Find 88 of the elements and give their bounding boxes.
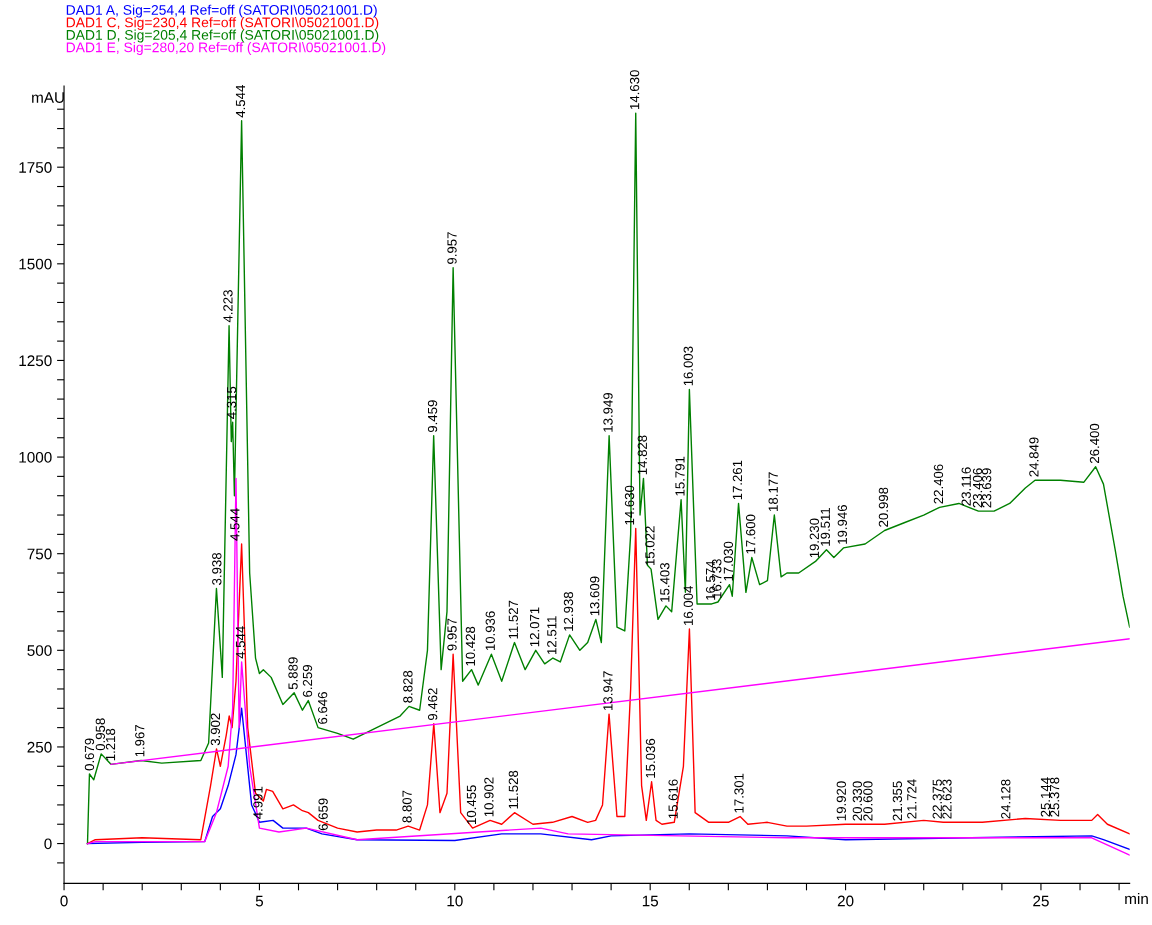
y-tick-label: 1000 xyxy=(19,451,52,463)
annotation: 25.144 xyxy=(1040,777,1051,817)
annotation: 12.938 xyxy=(563,591,574,631)
x-tick-label: 10 xyxy=(447,895,463,907)
y-tick-label: 750 xyxy=(27,548,52,560)
annotation: 18.177 xyxy=(768,472,778,511)
annotation: 13.949 xyxy=(603,392,613,432)
annotation: 9.459 xyxy=(427,400,438,433)
annotation: 10.428 xyxy=(465,626,476,666)
annotation: 13.947 xyxy=(603,671,613,710)
annotation: 6.259 xyxy=(302,665,313,697)
y-tick-label: 1500 xyxy=(19,258,52,270)
x-tick-label: 0 xyxy=(60,895,68,907)
annotation: 6.646 xyxy=(317,692,328,724)
annotation: 10.936 xyxy=(485,611,495,651)
annotation: 14.630 xyxy=(629,70,640,109)
annotation: 15.036 xyxy=(645,738,656,778)
annotation: 17.030 xyxy=(723,541,734,581)
annotation: 4.544 xyxy=(235,626,246,659)
x-tick-label: 25 xyxy=(1033,895,1049,907)
y-tick-label: 500 xyxy=(27,645,52,656)
annotation: 15.022 xyxy=(645,526,655,566)
annotation: 3.938 xyxy=(212,552,222,585)
annotation: 19.920 xyxy=(836,781,846,821)
text: DAD1 D, Sig=205,4 Ref=off (SATORI\05021001.D) xyxy=(66,29,379,43)
annotation: 17.301 xyxy=(734,773,744,813)
x-axis-title: min xyxy=(1125,892,1148,905)
annotation: 6.659 xyxy=(318,798,328,831)
annotation: 17.600 xyxy=(745,514,756,554)
annotation: 14.630 xyxy=(624,485,635,525)
x-tick-label: 15 xyxy=(642,895,659,907)
x-tick-label: 5 xyxy=(255,895,264,907)
annotation: 1.967 xyxy=(135,725,145,757)
y-tick-label: 250 xyxy=(27,741,52,753)
annotation: 15.403 xyxy=(660,563,670,602)
annotation: 24.128 xyxy=(1001,779,1011,819)
annotation: 3.902 xyxy=(210,713,221,746)
annotation: 9.957 xyxy=(447,232,457,264)
annotation: 22.375 xyxy=(932,779,942,819)
annotation: 24.849 xyxy=(1029,437,1039,477)
text: DAD1 A, Sig=254,4 Ref=off (SATORI\05021001.D) xyxy=(66,4,377,18)
annotation: 10.902 xyxy=(484,777,494,817)
y-tick-label: 1750 xyxy=(19,162,52,173)
annotation: 23.639 xyxy=(981,468,992,508)
annotation: 25.378 xyxy=(1049,777,1060,817)
annotation: 19.511 xyxy=(820,507,830,546)
annotation: 22.623 xyxy=(942,779,952,819)
annotation: 8.828 xyxy=(403,670,413,703)
annotation: 4.991 xyxy=(253,786,263,819)
annotation: 4.223 xyxy=(223,290,233,323)
annotation: 26.400 xyxy=(1089,423,1100,463)
annotation: 12.071 xyxy=(529,607,540,647)
annotation: 20.330 xyxy=(852,781,863,821)
annotation: 10.455 xyxy=(466,785,477,825)
annotation: 15.616 xyxy=(668,779,678,819)
annotation: 12.511 xyxy=(547,616,557,654)
annotation: 5.889 xyxy=(288,657,298,690)
x-tick-label: 20 xyxy=(837,895,854,907)
annotation: 17.261 xyxy=(732,460,743,500)
annotation: 23.116 xyxy=(961,467,971,506)
y-axis-title: mAU xyxy=(32,92,64,103)
annotation: 4.544 xyxy=(235,85,246,118)
annotation: 9.957 xyxy=(447,618,457,651)
annotation: 22.406 xyxy=(933,464,944,504)
annotation: 0.958 xyxy=(95,718,106,751)
annotation: 19.230 xyxy=(809,518,820,558)
annotation: 8.807 xyxy=(402,790,412,823)
y-tick-label: 1250 xyxy=(19,355,52,367)
annotation: 0.679 xyxy=(84,738,95,771)
annotation: 21.724 xyxy=(907,779,917,819)
annotation: 20.600 xyxy=(863,781,873,821)
annotation: 19.946 xyxy=(837,505,847,544)
annotation: 16.004 xyxy=(683,586,693,625)
annotation: 4.544 xyxy=(230,508,240,541)
annotation: 4.315 xyxy=(226,386,237,419)
text: DAD1 E, Sig=280,20 Ref=off (SATORI\05021001.D) xyxy=(66,42,386,56)
y-tick-label: 0 xyxy=(44,838,52,850)
annotation: 23.406 xyxy=(972,468,983,508)
annotation: 1.218 xyxy=(105,728,116,761)
annotation: 13.609 xyxy=(590,576,600,616)
annotation: 9.462 xyxy=(427,688,438,721)
annotation: 20.998 xyxy=(878,487,889,527)
annotation: 11.528 xyxy=(508,770,519,809)
annotation: 14.828 xyxy=(637,435,648,475)
annotation: 15.791 xyxy=(675,456,685,496)
annotation: 16.003 xyxy=(683,346,693,386)
annotation: 21.355 xyxy=(892,781,903,821)
annotation: 11.527 xyxy=(508,600,519,639)
